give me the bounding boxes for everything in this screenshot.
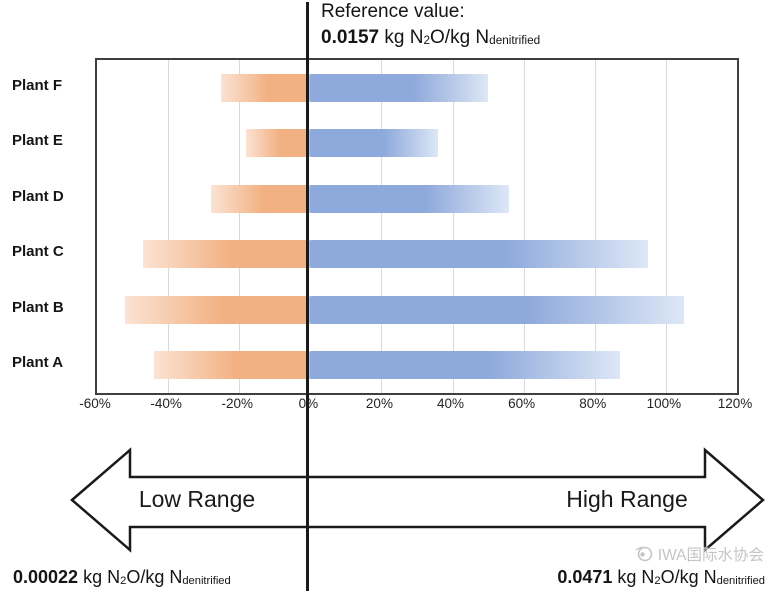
category-label: Plant F: [12, 76, 63, 94]
iwa-logo-icon: [635, 546, 653, 562]
unit-text: O/kg N: [430, 26, 490, 48]
low-range-bar: [221, 73, 311, 102]
unit-text: O/kg N: [126, 567, 183, 587]
high-range-bar: [310, 129, 439, 158]
unit-text: kg N: [379, 26, 424, 48]
x-tick-label: 120%: [717, 396, 753, 411]
unit-text: kg N: [612, 567, 655, 587]
high-extreme-value: 0.0471 kg N2O/kg Ndenitrified: [557, 567, 765, 588]
unit-subscript-denitrified: denitrified: [489, 34, 541, 48]
category-label: Plant B: [12, 298, 64, 316]
high-range-bar: [310, 240, 649, 269]
reference-label: Reference value:: [321, 1, 465, 22]
x-tick-label: -60%: [79, 396, 111, 411]
gridline: [239, 60, 241, 393]
double-arrow-shape: [70, 447, 765, 553]
unit-subscript-2: 2: [423, 34, 431, 48]
x-tick-label: 80%: [579, 396, 607, 411]
low-extreme-value: 0.00022 kg N2O/kg Ndenitrified: [13, 567, 231, 588]
x-tick-label: 60%: [508, 396, 536, 411]
x-tick-label: -40%: [150, 396, 182, 411]
x-tick-label: 40%: [437, 396, 465, 411]
watermark-text: IWA国际水协会: [657, 547, 764, 564]
unit-subscript-2: 2: [120, 575, 127, 588]
gridline: [452, 60, 454, 393]
category-label: Plant D: [12, 187, 64, 205]
category-label: Plant A: [12, 354, 64, 372]
unit-subscript-denitrified: denitrified: [182, 575, 231, 588]
low-range-label: Low Range: [138, 486, 256, 512]
gridline: [381, 60, 383, 393]
reference-value: 0.0157 kg N2O/kg Ndenitrified: [321, 27, 540, 50]
category-label: Plant C: [12, 243, 64, 261]
unit-text: kg N: [78, 567, 121, 587]
high-extreme-number: 0.0471: [557, 567, 613, 587]
plot-area: [95, 58, 739, 395]
gridline: [594, 60, 596, 393]
reference-value-number: 0.0157: [321, 26, 380, 48]
low-range-bar: [246, 129, 311, 158]
x-tick-label: -20%: [221, 396, 253, 411]
gridline: [665, 60, 667, 393]
range-arrow: [70, 447, 765, 553]
high-range-bar: [310, 184, 510, 213]
low-range-bar: [125, 295, 311, 324]
x-tick-label: 100%: [646, 396, 682, 411]
low-extreme-number: 0.00022: [13, 567, 79, 587]
unit-subscript-2: 2: [654, 575, 661, 588]
unit-subscript-denitrified: denitrified: [716, 575, 765, 588]
high-range-bar: [310, 73, 489, 102]
unit-text: O/kg N: [660, 567, 717, 587]
low-range-bar: [153, 351, 311, 380]
high-range-bar: [310, 295, 684, 324]
reference-value-block: Reference value: 0.0157 kg N2O/kg Ndenit…: [321, 1, 540, 50]
gridline: [523, 60, 525, 393]
high-range-label: High Range: [566, 486, 688, 512]
low-range-bar: [143, 240, 311, 269]
high-range-bar: [310, 351, 620, 380]
low-range-bar: [210, 184, 311, 213]
x-tick-label: 20%: [365, 396, 393, 411]
gridline: [168, 60, 170, 393]
category-label: Plant E: [12, 132, 63, 150]
reference-line: [306, 2, 309, 591]
watermark: IWA国际水协会: [633, 543, 764, 565]
